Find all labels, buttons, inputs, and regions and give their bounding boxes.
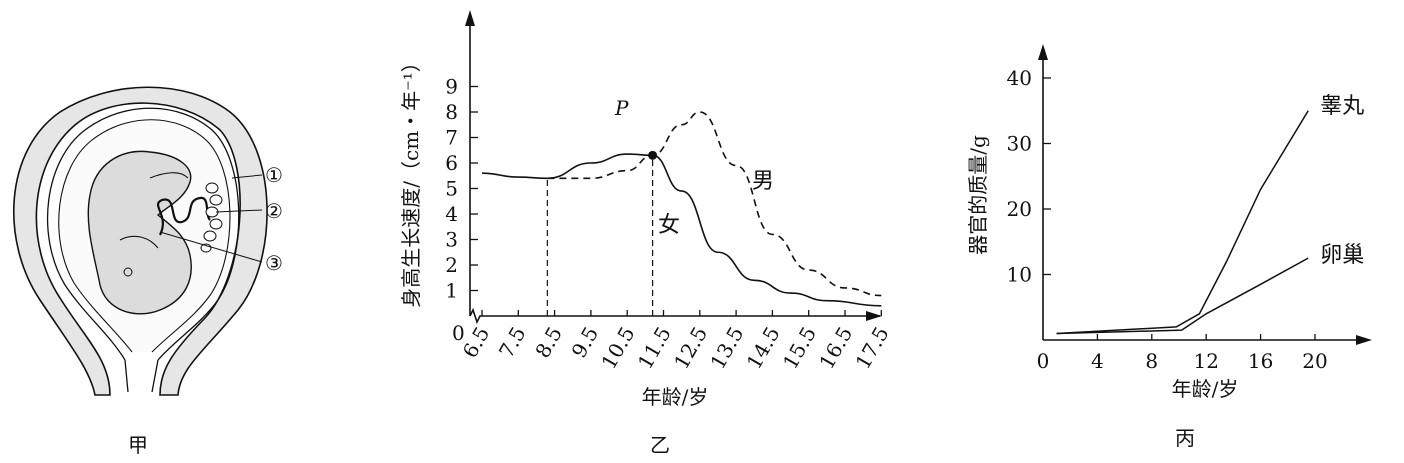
bing-y-tick-label: 30 — [1007, 132, 1032, 156]
bing-x-axis-label: 年龄/岁 — [1172, 377, 1239, 401]
placenta — [200, 182, 223, 253]
yi-x-axis-label: 年龄/岁 — [642, 385, 709, 409]
panel-jia: ① ② ③ 甲 — [12, 86, 283, 457]
caption-jia: 甲 — [128, 433, 148, 457]
bing-series-label-1: 睾丸 — [1320, 94, 1364, 119]
bing-y-axis-arrow — [1038, 44, 1048, 60]
uterus-diagram — [12, 86, 268, 396]
yi-y-tick-label: 6 — [445, 151, 458, 175]
leader-line-3 — [159, 231, 263, 263]
yi-x-tick-label: 15.5 — [778, 323, 821, 374]
yi-y-axis-arrow — [465, 10, 475, 26]
yi-x-tick-label: 7.5 — [494, 323, 531, 363]
caption-bing: 丙 — [1175, 426, 1195, 450]
leader-line-1 — [231, 174, 263, 179]
yi-guide-lines — [546, 155, 654, 316]
yi-x-tick-label: 17.5 — [851, 323, 894, 374]
bing-y-tick-label: 40 — [1007, 66, 1032, 90]
caption-yi: 乙 — [650, 433, 670, 457]
amniotic-membrane — [47, 107, 240, 361]
yi-x-tick-label: 10.5 — [596, 323, 639, 374]
cervix — [124, 359, 159, 393]
label-2: ② — [265, 199, 283, 223]
bing-series-line-1 — [1056, 110, 1309, 335]
yi-y-tick-label: 8 — [445, 100, 458, 124]
yi-point-p — [648, 150, 658, 160]
bing-y-tick-label: 10 — [1007, 263, 1032, 287]
yi-x-tick-label: 8.5 — [530, 323, 567, 363]
yi-x-axis-arrow — [866, 311, 882, 321]
yi-y-tick-label: 2 — [445, 253, 458, 277]
yi-series-male-line — [547, 111, 882, 297]
yi-x-tick-label: 13.5 — [705, 323, 748, 374]
yi-x-tick-label: 9.5 — [567, 323, 604, 363]
yi-y-zero-label: 0 — [452, 321, 465, 345]
bing-series-label-2: 卵巢 — [1320, 243, 1364, 268]
yi-x-tick-label: 14.5 — [742, 323, 785, 374]
label-3: ③ — [265, 251, 283, 275]
yi-x-tick-label: 16.5 — [814, 323, 857, 374]
yi-x-axis — [469, 307, 880, 325]
yi-y-tick-label: 1 — [445, 279, 458, 303]
yi-y-tick-label: 4 — [445, 202, 458, 226]
fetus-body — [87, 150, 192, 315]
yi-series-female-line — [481, 153, 882, 307]
leader-line-2 — [215, 209, 263, 213]
bing-x-axis-arrow — [1356, 335, 1372, 345]
bing-y-axis-label: 器官的质量/g — [966, 135, 990, 255]
bing-x-tick-label: 0 — [1037, 349, 1050, 373]
yi-y-tick-label: 7 — [445, 126, 458, 150]
fetus-eye — [123, 267, 133, 277]
umbilical-cord — [156, 196, 211, 236]
bing-x-tick-label: 20 — [1302, 349, 1327, 373]
bing-x-tick-label: 12 — [1193, 349, 1218, 373]
yi-y-tick-label: 5 — [445, 177, 458, 201]
yi-y-tick-label: 9 — [445, 75, 458, 99]
yi-y-tick-label: 3 — [445, 228, 458, 252]
yi-series: 女男 — [481, 111, 882, 307]
yi-series-label-male: 男 — [752, 169, 774, 194]
yi-series-label-female: 女 — [658, 213, 680, 238]
bing-x-tick-label: 4 — [1091, 349, 1104, 373]
fetus-arm — [119, 172, 189, 249]
bing-x-tick-label: 8 — [1145, 349, 1158, 373]
yi-y-axis-label: 身高生长速度/（cm・年⁻¹） — [399, 52, 423, 307]
bing-y-ticks: 10 20 30 40 — [1007, 66, 1051, 287]
uterus-outer-wall — [12, 86, 268, 396]
yi-x-tick-label: 12.5 — [669, 323, 712, 374]
yi-point-label: P — [614, 96, 629, 120]
bing-x-tick-label: 16 — [1248, 349, 1273, 373]
label-1: ① — [265, 163, 283, 187]
bing-y-tick-label: 20 — [1007, 197, 1032, 221]
bing-series-line-2 — [1056, 257, 1309, 335]
yi-x-tick-label: 11.5 — [633, 323, 676, 374]
yi-x-ticks: 6.5 7.5 8.5 9.510.511.512.513.514.515.516.5… — [458, 310, 894, 373]
bing-x-ticks: 0 4 8 12 16 20 — [1037, 334, 1328, 373]
